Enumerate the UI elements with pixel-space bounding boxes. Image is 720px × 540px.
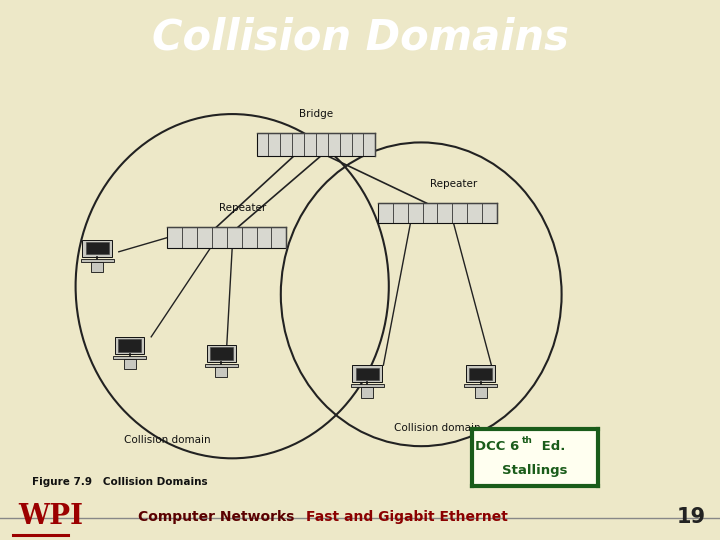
Text: Collision domain: Collision domain <box>124 435 211 445</box>
Bar <box>361 388 373 397</box>
Bar <box>118 339 141 352</box>
Bar <box>356 368 379 380</box>
Bar <box>114 337 145 354</box>
Bar <box>466 365 495 382</box>
Bar <box>256 133 375 156</box>
Text: Fast and Gigabit Ethernet: Fast and Gigabit Ethernet <box>306 510 508 524</box>
Bar <box>378 203 497 224</box>
Bar <box>82 240 112 257</box>
Bar <box>91 262 103 272</box>
Bar <box>205 364 238 367</box>
Bar <box>352 365 382 382</box>
Text: WPI: WPI <box>18 503 83 530</box>
Text: Bridge: Bridge <box>299 109 333 119</box>
Text: Computer Networks: Computer Networks <box>138 510 294 524</box>
Bar <box>207 345 236 362</box>
Text: Repeater: Repeater <box>220 203 266 213</box>
Bar <box>464 384 497 388</box>
Text: Figure 7.9   Collision Domains: Figure 7.9 Collision Domains <box>32 477 208 487</box>
Bar <box>113 356 146 359</box>
Bar <box>81 259 114 262</box>
Bar <box>124 359 135 369</box>
Text: DCC 6: DCC 6 <box>475 440 520 453</box>
Text: 19: 19 <box>677 507 706 526</box>
Bar <box>86 242 109 254</box>
Text: th: th <box>522 436 533 445</box>
Text: Stallings: Stallings <box>502 464 567 477</box>
Text: Collision Domains: Collision Domains <box>152 17 568 58</box>
Bar <box>215 367 228 377</box>
Text: Ed.: Ed. <box>537 440 565 453</box>
Text: Collision domain: Collision domain <box>394 423 481 433</box>
Bar <box>469 368 492 380</box>
Bar <box>210 347 233 360</box>
Bar <box>474 388 487 397</box>
Text: Repeater: Repeater <box>430 179 477 189</box>
Bar <box>351 384 384 388</box>
Bar <box>167 227 287 248</box>
